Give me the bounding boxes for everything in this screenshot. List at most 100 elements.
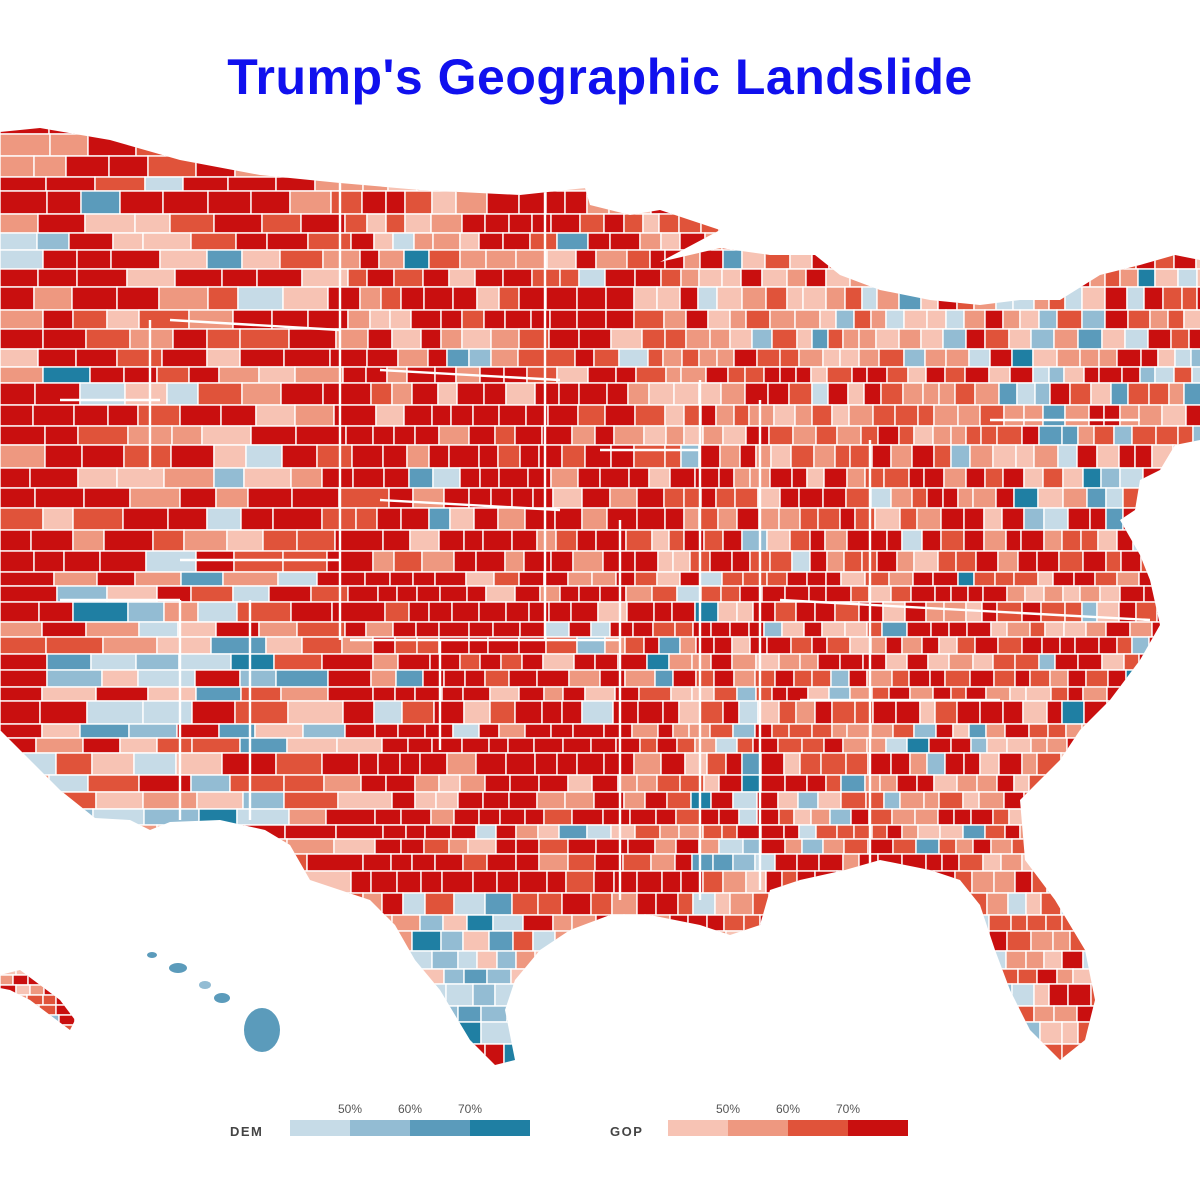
county-cell — [836, 870, 861, 894]
county-cell — [912, 213, 938, 234]
county-cell — [842, 737, 868, 754]
state-line — [379, 498, 561, 512]
county-cell — [691, 686, 715, 702]
county-cell — [498, 467, 529, 489]
county-cell — [659, 824, 680, 840]
county-cell — [615, 1043, 644, 1065]
county-cell — [1158, 983, 1179, 1007]
county-cell — [713, 669, 735, 688]
county-cell — [536, 155, 558, 178]
county-cell — [530, 133, 558, 157]
county-cell — [473, 128, 503, 135]
county-cell — [1090, 382, 1112, 406]
county-cell — [955, 249, 972, 270]
county-cell — [1171, 529, 1192, 552]
county-cell — [236, 808, 290, 826]
county-cell — [1062, 487, 1088, 509]
county-cell — [1055, 213, 1080, 234]
county-cell — [1060, 853, 1078, 872]
county-cell — [100, 824, 158, 840]
county-cell — [314, 930, 362, 952]
county-cell — [883, 467, 910, 489]
county-cell — [872, 268, 898, 288]
county-cell — [950, 444, 971, 469]
county-cell — [874, 892, 900, 916]
county-cell — [327, 286, 361, 311]
county-cell — [783, 968, 802, 985]
county-cell — [744, 366, 765, 384]
county-cell — [1001, 507, 1025, 531]
county-cell — [870, 636, 887, 655]
county-cell — [462, 930, 490, 952]
county-cell — [975, 550, 999, 573]
county-cell — [28, 1014, 46, 1026]
county-cell — [375, 404, 405, 427]
county-cell — [1173, 366, 1193, 384]
county-cell — [851, 366, 868, 384]
county-cell — [1061, 529, 1082, 552]
county-cell — [366, 268, 395, 288]
county-cell — [328, 968, 372, 985]
county-cell — [72, 309, 108, 330]
county-cell — [642, 155, 665, 178]
county-cell — [896, 930, 917, 952]
county-cell — [0, 507, 44, 531]
county-cell — [966, 621, 992, 638]
county-cell — [1145, 752, 1167, 776]
county-cell — [901, 824, 919, 840]
county-cell — [590, 892, 613, 916]
county-cell — [817, 791, 842, 810]
county-cell — [1035, 190, 1059, 215]
county-cell — [443, 669, 466, 688]
county-cell — [90, 653, 137, 671]
county-cell — [871, 444, 892, 469]
county-cell — [932, 425, 952, 446]
county-cell — [885, 653, 908, 671]
county-cell — [515, 838, 540, 855]
county-cell — [457, 791, 484, 810]
county-cell — [925, 853, 943, 872]
county-cell — [698, 507, 719, 531]
county-cell — [622, 853, 652, 872]
county-cell — [1044, 621, 1065, 638]
county-cell — [80, 190, 121, 215]
county-cell — [229, 774, 285, 793]
county-cell — [1037, 487, 1064, 509]
county-cell — [291, 487, 340, 509]
county-cell — [1048, 232, 1071, 251]
county-cell — [236, 824, 286, 840]
county-cell — [1064, 404, 1090, 427]
county-cell — [739, 444, 757, 469]
county-cell — [896, 774, 918, 793]
county-cell — [602, 133, 633, 157]
county-cell — [42, 507, 74, 531]
county-cell — [796, 870, 816, 894]
county-cell — [29, 984, 45, 996]
county-cell — [564, 1021, 598, 1045]
county-cell — [817, 653, 841, 671]
county-cell — [435, 1043, 465, 1065]
county-cell — [998, 382, 1018, 406]
county-cell — [990, 621, 1008, 638]
county-cell — [599, 669, 626, 688]
county-cell — [827, 328, 844, 350]
county-cell — [745, 870, 767, 894]
county-cell — [894, 1067, 918, 1086]
county-cell — [123, 444, 172, 469]
county-cell — [992, 444, 1017, 469]
county-cell — [768, 425, 794, 446]
county-cell — [1106, 983, 1123, 1007]
county-cell — [664, 404, 685, 427]
county-cell — [523, 128, 549, 135]
county-cell — [446, 752, 477, 776]
county-cell — [40, 1043, 94, 1065]
county-cell — [482, 791, 510, 810]
county-cell — [935, 249, 957, 270]
county-cell — [879, 774, 898, 793]
county-cell — [983, 507, 1003, 531]
county-cell — [655, 892, 679, 916]
county-cell — [206, 348, 241, 368]
county-cell — [1172, 808, 1191, 826]
county-cell — [632, 621, 654, 638]
county-cell — [805, 268, 827, 288]
